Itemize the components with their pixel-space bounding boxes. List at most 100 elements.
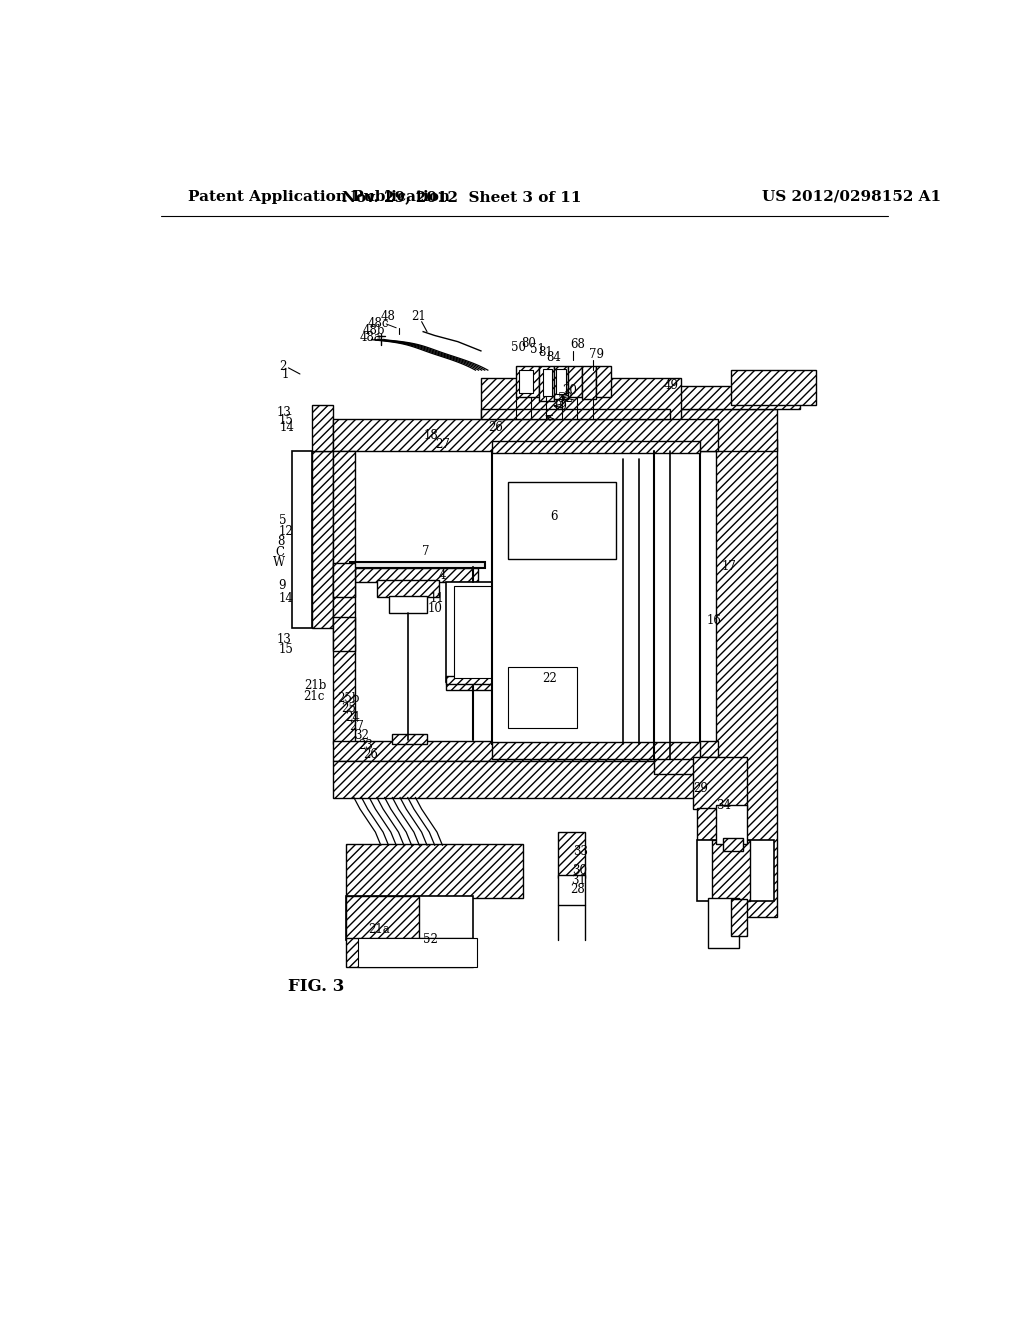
Text: 8: 8 [276, 536, 285, 548]
Text: 25: 25 [342, 702, 356, 714]
Text: 15: 15 [279, 643, 293, 656]
Text: 29: 29 [693, 781, 709, 795]
Bar [493, 441, 700, 453]
Bar [493, 742, 700, 759]
Bar [696, 840, 773, 902]
Bar [539, 367, 554, 401]
Bar [558, 875, 585, 906]
Text: 28: 28 [570, 883, 585, 896]
Bar [333, 418, 718, 451]
Bar [354, 568, 478, 582]
Bar [446, 582, 500, 682]
Text: 14: 14 [279, 593, 293, 606]
Bar [346, 843, 523, 898]
Bar [333, 742, 718, 760]
Bar [350, 562, 484, 568]
Bar [712, 840, 751, 902]
Text: 14: 14 [280, 421, 295, 434]
Bar [292, 451, 311, 628]
Text: C: C [275, 546, 285, 560]
Text: 81: 81 [539, 346, 553, 359]
Bar [556, 370, 565, 395]
Text: 48b: 48b [364, 325, 386, 338]
Bar [568, 367, 582, 397]
Text: 19: 19 [553, 400, 567, 413]
Text: 26: 26 [488, 421, 504, 434]
Text: 34: 34 [716, 799, 731, 812]
Text: 18: 18 [423, 429, 438, 442]
Text: W: W [273, 556, 285, 569]
Text: 51: 51 [530, 343, 545, 356]
Bar [692, 756, 746, 809]
Text: 12: 12 [279, 525, 293, 539]
Bar [554, 367, 568, 399]
Bar [519, 370, 534, 393]
Text: 48a: 48a [360, 331, 382, 345]
Bar [392, 734, 427, 743]
Text: 9: 9 [279, 579, 286, 593]
Bar [670, 385, 801, 409]
Text: 48c: 48c [368, 317, 389, 330]
Bar [311, 451, 333, 628]
Text: 7: 7 [422, 545, 429, 557]
Text: 21a: 21a [368, 924, 389, 936]
Bar [558, 832, 585, 878]
Bar [333, 451, 354, 743]
Bar [333, 562, 354, 598]
Text: 13: 13 [276, 634, 292, 647]
Text: 52: 52 [558, 392, 572, 405]
Text: Patent Application Publication: Patent Application Publication [188, 190, 451, 203]
Text: 52: 52 [423, 933, 438, 946]
Text: 32: 32 [354, 730, 369, 742]
Text: 2: 2 [280, 360, 287, 372]
Bar [446, 676, 500, 684]
Bar [696, 808, 742, 840]
Bar [333, 616, 354, 651]
Bar [508, 482, 615, 558]
Text: 5: 5 [280, 513, 287, 527]
Bar [481, 378, 681, 420]
Bar [708, 898, 739, 948]
Bar [731, 370, 816, 405]
Bar [712, 899, 735, 944]
Bar [596, 367, 611, 397]
Text: 22: 22 [543, 672, 557, 685]
Text: 23: 23 [358, 739, 374, 751]
Text: 16: 16 [707, 614, 721, 627]
Bar [311, 405, 333, 451]
Text: 68: 68 [570, 338, 585, 351]
Text: 4: 4 [438, 569, 446, 582]
Bar [716, 805, 746, 843]
Text: 31: 31 [571, 874, 586, 887]
Bar [716, 440, 777, 917]
Text: 10: 10 [428, 602, 442, 615]
Text: 25b: 25b [337, 693, 359, 705]
Text: 20: 20 [562, 384, 577, 397]
Bar [724, 838, 742, 851]
Text: 26: 26 [364, 748, 378, 760]
Text: 33: 33 [573, 845, 589, 858]
Text: 21b: 21b [304, 680, 327, 693]
Text: US 2012/0298152 A1: US 2012/0298152 A1 [762, 190, 941, 203]
Text: 6: 6 [550, 510, 558, 523]
Text: 80: 80 [521, 337, 537, 350]
Text: 48: 48 [381, 310, 395, 323]
Text: 1: 1 [282, 367, 289, 380]
Bar [357, 939, 477, 966]
Text: 49: 49 [664, 379, 679, 392]
Text: 11: 11 [429, 593, 444, 606]
Bar [346, 896, 419, 940]
Bar [388, 595, 427, 612]
Bar [454, 586, 493, 678]
Bar [481, 409, 670, 418]
Bar [654, 758, 716, 775]
Text: FIG. 3: FIG. 3 [289, 978, 345, 995]
Bar [543, 368, 552, 396]
Bar [670, 409, 777, 451]
Bar [446, 681, 500, 689]
Bar [346, 896, 473, 940]
Bar [515, 367, 539, 397]
Text: 50: 50 [511, 341, 526, 354]
Text: 30: 30 [572, 865, 588, 878]
Bar [731, 899, 746, 936]
